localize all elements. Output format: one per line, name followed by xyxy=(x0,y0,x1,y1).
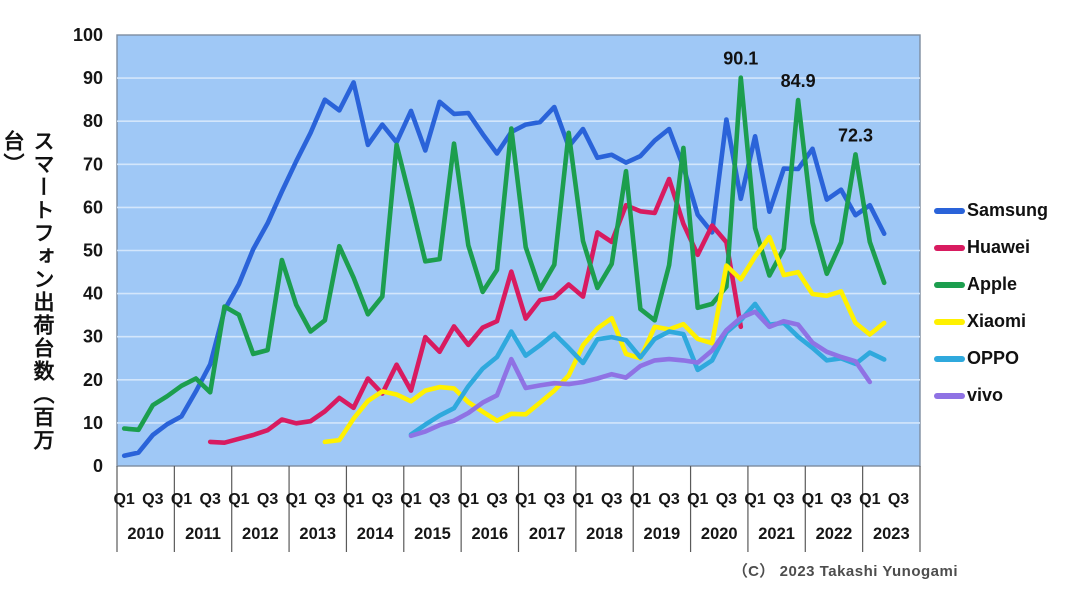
x-quarter-label: Q3 xyxy=(716,491,737,508)
x-year-label: 2020 xyxy=(701,525,738,543)
y-tick-label: 20 xyxy=(83,370,103,390)
legend-item-xiaomi: Xiaomi xyxy=(934,303,1048,340)
x-year-label: 2022 xyxy=(816,525,853,543)
x-quarter-label: Q3 xyxy=(200,491,221,508)
x-quarter-label: Q3 xyxy=(888,491,909,508)
x-year-label: 2018 xyxy=(586,525,623,543)
annotation-label: 84.9 xyxy=(781,71,816,91)
series-line-xiaomi xyxy=(322,234,887,445)
y-tick-label: 0 xyxy=(93,456,103,476)
x-quarter-label: Q1 xyxy=(859,491,880,508)
x-quarter-label: Q3 xyxy=(830,491,851,508)
y-tick-label: 90 xyxy=(83,68,103,88)
x-quarter-label: Q3 xyxy=(544,491,565,508)
legend-swatch-samsung xyxy=(934,207,965,214)
x-quarter-label: Q3 xyxy=(773,491,794,508)
legend-label-oppo: OPPO xyxy=(967,348,1020,368)
x-quarter-label: Q3 xyxy=(601,491,622,508)
x-quarter-label: Q1 xyxy=(572,491,593,508)
x-quarter-label: Q1 xyxy=(400,491,421,508)
y-tick-label: 10 xyxy=(83,413,103,433)
series-line-vivo xyxy=(408,309,873,439)
y-tick-label: 50 xyxy=(83,241,103,261)
x-year-label: 2016 xyxy=(471,525,508,543)
x-quarter-label: Q3 xyxy=(257,491,278,508)
legend-item-huawei: Huawei xyxy=(934,229,1048,266)
series-line-huawei xyxy=(207,176,744,445)
legend-label-apple: Apple xyxy=(967,274,1018,294)
legend-label-xiaomi: Xiaomi xyxy=(967,311,1027,331)
x-quarter-label: Q3 xyxy=(372,491,393,508)
x-year-label: 2013 xyxy=(299,525,336,543)
legend-swatch-oppo xyxy=(934,355,965,362)
x-quarter-label: Q1 xyxy=(687,491,708,508)
legend-label-vivo: vivo xyxy=(967,385,1004,405)
x-quarter-label: Q1 xyxy=(171,491,192,508)
copyright-text: （C） 2023 Takashi Yunogami xyxy=(732,563,958,580)
legend-item-apple: Apple xyxy=(934,266,1048,303)
x-quarter-label: Q1 xyxy=(802,491,823,508)
y-tick-label: 40 xyxy=(83,284,103,304)
x-quarter-label: Q3 xyxy=(142,491,163,508)
y-tick-label: 60 xyxy=(83,197,103,217)
x-year-label: 2017 xyxy=(529,525,566,543)
series-line-apple xyxy=(121,75,887,433)
x-year-label: 2019 xyxy=(644,525,681,543)
y-tick-label: 70 xyxy=(83,154,103,174)
x-quarter-label: Q3 xyxy=(429,491,450,508)
y-tick-label: 80 xyxy=(83,111,103,131)
legend-label-samsung: Samsung xyxy=(967,200,1049,220)
chart-legend: Samsung Huawei Apple Xiaomi OPPO vivo xyxy=(934,192,1048,414)
x-quarter-label: Q3 xyxy=(658,491,679,508)
series-line-samsung xyxy=(121,80,887,458)
legend-swatch-xiaomi xyxy=(934,318,965,325)
x-quarter-label: Q1 xyxy=(113,491,134,508)
y-tick-label: 30 xyxy=(83,327,103,347)
legend-item-samsung: Samsung xyxy=(934,192,1048,229)
annotation-label: 72.3 xyxy=(838,125,873,145)
y-tick-label: 100 xyxy=(73,25,103,45)
x-quarter-label: Q1 xyxy=(228,491,249,508)
x-year-label: 2021 xyxy=(758,525,795,543)
series-line-oppo xyxy=(408,301,887,437)
x-quarter-label: Q1 xyxy=(630,491,651,508)
x-quarter-label: Q1 xyxy=(286,491,307,508)
legend-item-vivo: vivo xyxy=(934,377,1048,414)
legend-item-oppo: OPPO xyxy=(934,340,1048,377)
x-year-label: 2011 xyxy=(185,525,221,543)
x-year-label: 2015 xyxy=(414,525,451,543)
x-year-label: 2014 xyxy=(357,525,395,543)
legend-label-huawei: Huawei xyxy=(967,237,1031,257)
x-quarter-label: Q3 xyxy=(314,491,335,508)
legend-swatch-apple xyxy=(934,281,965,288)
x-quarter-label: Q1 xyxy=(744,491,765,508)
x-quarter-label: Q1 xyxy=(343,491,364,508)
x-year-label: 2010 xyxy=(127,525,164,543)
x-quarter-label: Q1 xyxy=(458,491,479,508)
x-quarter-label: Q3 xyxy=(486,491,507,508)
x-year-label: 2023 xyxy=(873,525,910,543)
x-year-label: 2012 xyxy=(242,525,279,543)
legend-swatch-huawei xyxy=(934,244,965,251)
annotation-label: 90.1 xyxy=(723,49,758,69)
legend-swatch-vivo xyxy=(934,392,965,399)
x-quarter-label: Q1 xyxy=(515,491,536,508)
